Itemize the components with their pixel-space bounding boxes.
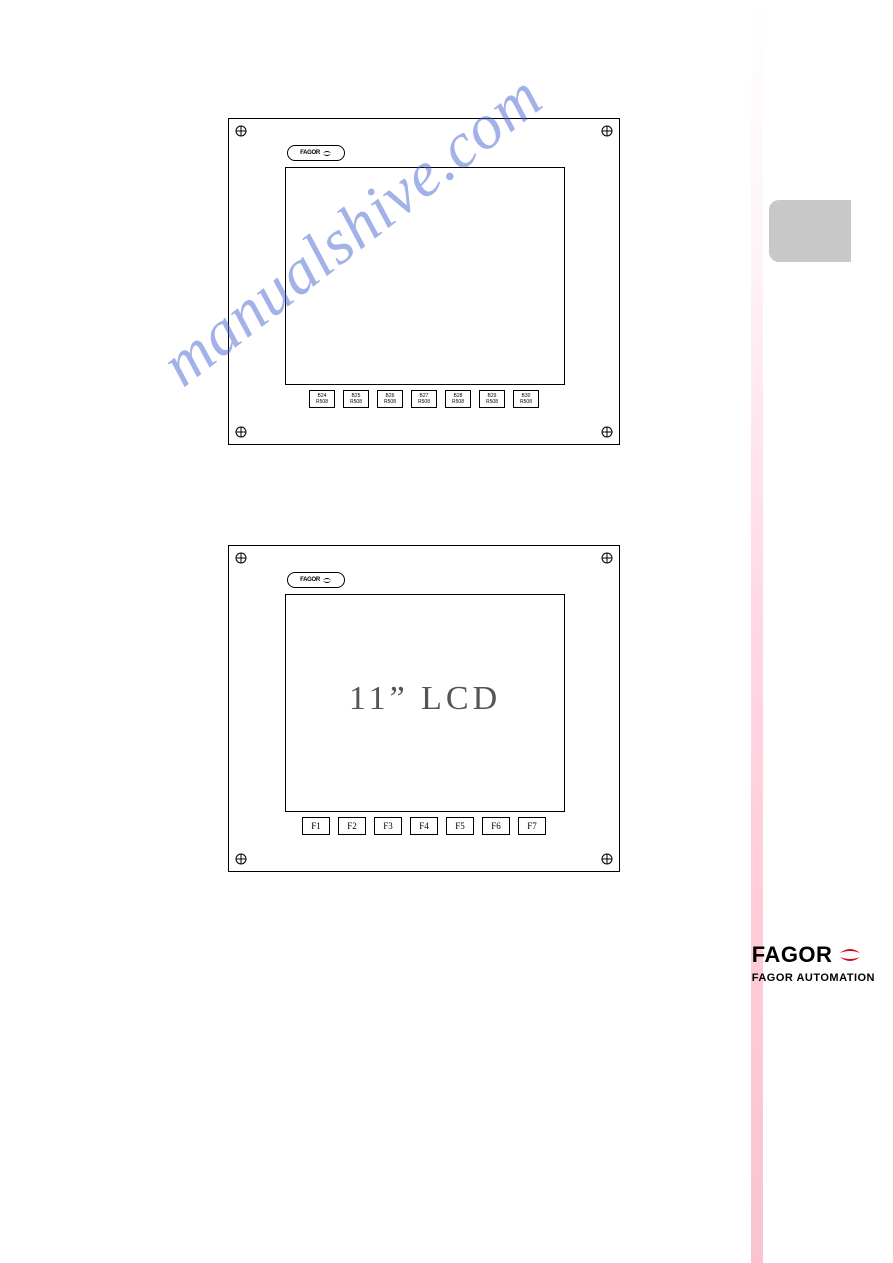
softkey[interactable]: B26R508 xyxy=(377,390,403,408)
softkey[interactable]: B30R508 xyxy=(513,390,539,408)
softkey-label-bottom: R508 xyxy=(520,399,532,405)
softkey-label-bottom: R508 xyxy=(418,399,430,405)
display-screen xyxy=(285,167,565,385)
softkey[interactable]: B28R508 xyxy=(445,390,471,408)
screen-label: 11” LCD xyxy=(349,680,501,718)
softkey-label-bottom: R508 xyxy=(452,399,464,405)
softkey-label-bottom: R508 xyxy=(486,399,498,405)
screw-icon xyxy=(601,426,613,438)
function-key-f7[interactable]: F7 xyxy=(518,817,546,835)
side-gradient xyxy=(751,0,763,1263)
fagor-logo-badge: FAGOR xyxy=(287,572,345,588)
function-key-f1[interactable]: F1 xyxy=(302,817,330,835)
function-key-f5[interactable]: F5 xyxy=(446,817,474,835)
brand-block: FAGOR FAGOR AUTOMATION xyxy=(752,942,875,984)
screw-icon xyxy=(235,125,247,137)
brand-name: FAGOR xyxy=(752,942,833,968)
softkey-label-bottom: R508 xyxy=(316,399,328,405)
page-tab xyxy=(769,200,851,262)
function-key-f2[interactable]: F2 xyxy=(338,817,366,835)
screw-icon xyxy=(601,853,613,865)
fagor-swoosh-icon xyxy=(322,575,332,585)
function-key-f3[interactable]: F3 xyxy=(374,817,402,835)
fagor-logo-badge: FAGOR xyxy=(287,145,345,161)
monitor-panel-top: FAGOR B24R508 B25R508 B26R508 B27R508 B2… xyxy=(228,118,620,445)
softkey[interactable]: B24R508 xyxy=(309,390,335,408)
brand-subtitle: FAGOR AUTOMATION xyxy=(752,972,875,984)
logo-text: FAGOR xyxy=(300,577,320,583)
monitor-panel-bottom: FAGOR 11” LCD F1 F2 F3 F4 F5 F6 F7 xyxy=(228,545,620,872)
softkey-row: F1 F2 F3 F4 F5 F6 F7 xyxy=(229,817,619,835)
screw-icon xyxy=(601,125,613,137)
softkey[interactable]: B27R508 xyxy=(411,390,437,408)
softkey-row: B24R508 B25R508 B26R508 B27R508 B28R508 … xyxy=(229,390,619,408)
softkey[interactable]: B25R508 xyxy=(343,390,369,408)
function-key-f4[interactable]: F4 xyxy=(410,817,438,835)
screw-icon xyxy=(601,552,613,564)
softkey-label-bottom: R508 xyxy=(384,399,396,405)
screw-icon xyxy=(235,426,247,438)
fagor-swoosh-icon xyxy=(838,943,862,967)
softkey-label-bottom: R508 xyxy=(350,399,362,405)
screw-icon xyxy=(235,552,247,564)
function-key-f6[interactable]: F6 xyxy=(482,817,510,835)
fagor-swoosh-icon xyxy=(322,148,332,158)
screw-icon xyxy=(235,853,247,865)
display-screen: 11” LCD xyxy=(285,594,565,812)
softkey[interactable]: B29R508 xyxy=(479,390,505,408)
logo-text: FAGOR xyxy=(300,150,320,156)
